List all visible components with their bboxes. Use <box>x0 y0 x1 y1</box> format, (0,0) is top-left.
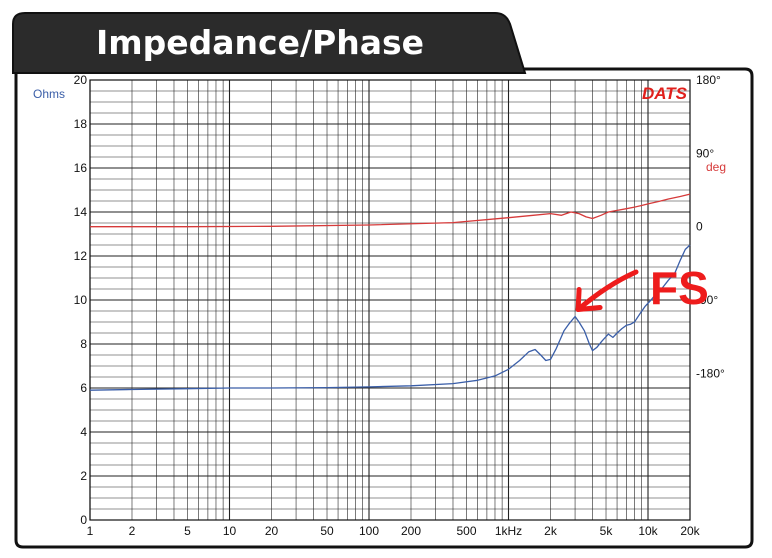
chart-title: Impedance/Phase <box>96 23 424 62</box>
x-tick-label: 5 <box>184 524 191 538</box>
annotation-label: FS <box>650 262 709 314</box>
x-axis-ticks: 1 2 5 10 20 50 100 200 500 1kHz 2k 5k 10k 20k <box>87 524 701 538</box>
y-left-tick-label: 10 <box>74 293 88 307</box>
y-right-axis: 180° 90° 0 -90° -180° <box>696 73 725 380</box>
y-left-tick-label: 20 <box>74 73 88 87</box>
y-left-tick-label: 8 <box>80 337 87 351</box>
y-right-tick-label: 90° <box>696 146 714 160</box>
y-left-tick-label: 4 <box>80 425 87 439</box>
plot-border <box>89 79 691 521</box>
y-left-tick-label: 6 <box>80 381 87 395</box>
x-tick-label: 20k <box>680 524 700 538</box>
impedance-series-line <box>89 244 691 391</box>
y-right-unit-label: deg <box>706 160 726 174</box>
x-tick-label: 2k <box>544 524 558 538</box>
x-tick-label: 1kHz <box>495 524 522 538</box>
y-left-axis: 0 2 4 6 8 10 12 14 16 18 20 <box>74 73 88 527</box>
y-right-tick-label: -90° <box>696 293 718 307</box>
fs-annotation: FS <box>575 262 709 314</box>
y-left-tick-label: 0 <box>80 513 87 527</box>
frame-outline <box>14 67 754 549</box>
phase-series-line <box>90 193 691 228</box>
x-tick-label: 200 <box>401 524 421 538</box>
x-tick-label: 20 <box>265 524 279 538</box>
y-left-tick-label: 14 <box>74 205 88 219</box>
annotation-arrow-head <box>575 287 603 312</box>
x-tick-label: 2 <box>129 524 136 538</box>
y-left-tick-label: 18 <box>74 117 88 131</box>
x-tick-label: 500 <box>456 524 476 538</box>
annotation-arrow-shaft <box>575 269 639 312</box>
x-tick-label: 5k <box>600 524 614 538</box>
x-tick-label: 10k <box>638 524 658 538</box>
y-right-tick-label: -180° <box>696 366 725 380</box>
y-left-tick-label: 2 <box>80 469 87 483</box>
y-left-tick-label: 12 <box>74 249 88 263</box>
y-right-tick-label: 0 <box>696 220 703 234</box>
x-tick-label: 10 <box>223 524 237 538</box>
x-tick-label: 1 <box>87 524 94 538</box>
y-left-tick-label: 16 <box>74 161 88 175</box>
y-right-tick-label: 180° <box>696 73 721 87</box>
y-left-unit-label: Ohms <box>33 87 65 101</box>
brand-logo: DATS <box>642 84 688 103</box>
plot-grid <box>89 79 691 521</box>
x-tick-label: 50 <box>320 524 334 538</box>
x-tick-label: 100 <box>359 524 379 538</box>
chart-series <box>89 193 691 391</box>
title-tab <box>12 12 527 74</box>
